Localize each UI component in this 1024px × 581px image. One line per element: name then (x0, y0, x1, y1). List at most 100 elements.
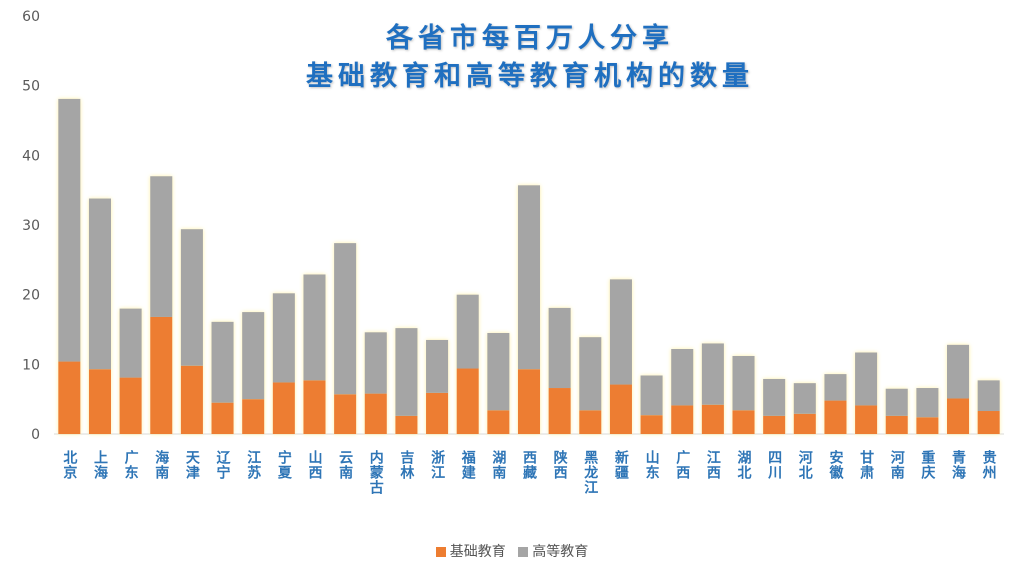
bar-higher (885, 388, 908, 416)
x-tick-label: 辽宁 (215, 450, 231, 480)
bar-basic (456, 368, 479, 434)
bar-group (824, 374, 847, 434)
bar-higher (579, 337, 602, 411)
bar-basic (548, 388, 571, 434)
bar-higher (640, 375, 663, 416)
x-tick-label: 新疆 (613, 449, 629, 480)
bar-higher (763, 378, 786, 416)
bar-basic (609, 384, 632, 434)
x-tick-label: 内蒙古 (368, 449, 384, 495)
legend-item-higher: 高等教育 (518, 541, 588, 561)
legend-swatch-higher (518, 547, 529, 557)
bar-higher (517, 185, 541, 370)
bar-group (456, 294, 479, 434)
bar-group (916, 388, 939, 434)
bar-higher (426, 339, 449, 393)
bar-higher (395, 328, 418, 416)
y-tick-label: 50 (22, 79, 40, 95)
bar-higher (211, 321, 234, 403)
bar-basic (180, 365, 203, 434)
bar-higher (180, 229, 203, 366)
bar-basic (303, 380, 326, 434)
bar-basic (487, 410, 510, 434)
legend: 基础教育 高等教育 (0, 541, 1024, 561)
bar-higher (701, 343, 724, 405)
bar-higher (609, 279, 632, 385)
bar-basic (793, 413, 816, 434)
x-tick-label: 湖南 (490, 450, 506, 480)
bar-group (303, 274, 326, 434)
x-tick-label: 四川 (766, 450, 783, 480)
bar-group (487, 332, 510, 434)
bar-basic (395, 415, 418, 434)
bar-group (763, 378, 786, 434)
bar-higher (793, 383, 816, 414)
x-tick-label: 云南 (337, 450, 353, 480)
x-tick-label: 北京 (61, 450, 77, 480)
y-tick-label: 60 (22, 9, 40, 25)
x-tick-label: 上海 (92, 450, 108, 480)
legend-swatch-basic (435, 547, 446, 557)
bar-group (855, 352, 878, 434)
bar-basic (579, 410, 602, 434)
x-tick-label: 青海 (950, 449, 966, 480)
y-tick-label: 0 (31, 427, 40, 443)
bar-basic (763, 415, 786, 434)
x-tick-label: 山西 (306, 450, 322, 480)
bar-group (58, 98, 81, 434)
bar-group (150, 176, 173, 434)
x-tick-label: 湖北 (736, 450, 752, 480)
bar-group (272, 293, 295, 434)
x-tick-label: 宁夏 (276, 449, 292, 480)
x-tick-label: 江西 (705, 449, 721, 480)
bar-basic (364, 393, 387, 434)
bar-higher (119, 308, 142, 378)
bar-group (609, 279, 632, 434)
bar-group (701, 343, 724, 434)
bars (58, 98, 1000, 434)
y-tick-label: 10 (22, 357, 40, 373)
bar-basic (272, 382, 295, 434)
bar-higher (916, 388, 939, 418)
y-tick-label: 30 (22, 218, 40, 234)
x-tick-label: 山东 (644, 450, 660, 480)
x-tick-label: 广东 (123, 449, 139, 480)
bar-higher (334, 243, 357, 395)
bar-basic (242, 399, 265, 434)
bar-basic (334, 394, 357, 434)
bar-group (671, 349, 694, 434)
legend-item-basic: 基础教育 (435, 541, 506, 561)
bar-higher (732, 355, 755, 411)
x-tick-label: 黑龙江 (582, 450, 599, 495)
x-tick-label: 西藏 (521, 450, 537, 480)
bar-group (640, 375, 663, 434)
bar-group (947, 344, 970, 434)
bar-basic (119, 377, 142, 434)
bar-higher (548, 307, 571, 389)
bar-basic (426, 392, 449, 434)
bar-basic (640, 415, 663, 434)
bar-basic (947, 398, 970, 434)
x-tick-label: 天津 (184, 450, 200, 480)
bar-higher (977, 380, 1000, 412)
bar-basic (977, 411, 1000, 434)
chart-subtitle: 基础教育和高等教育机构的数量 (306, 61, 754, 92)
bar-higher (671, 349, 694, 406)
bar-group (180, 229, 203, 434)
bar-basic (211, 402, 234, 434)
bar-higher (487, 332, 510, 411)
bar-group (211, 321, 234, 434)
bar-higher (855, 352, 878, 406)
bar-group (334, 243, 357, 434)
bar-basic (88, 369, 111, 434)
bar-higher (88, 198, 111, 370)
bar-higher (824, 374, 847, 401)
bar-group (732, 355, 755, 434)
bar-higher (58, 98, 81, 362)
x-tick-label: 河北 (797, 449, 813, 480)
x-tick-label: 陕西 (552, 449, 568, 480)
bar-higher (150, 176, 173, 317)
bar-basic (855, 405, 878, 434)
bar-basic (885, 415, 908, 434)
